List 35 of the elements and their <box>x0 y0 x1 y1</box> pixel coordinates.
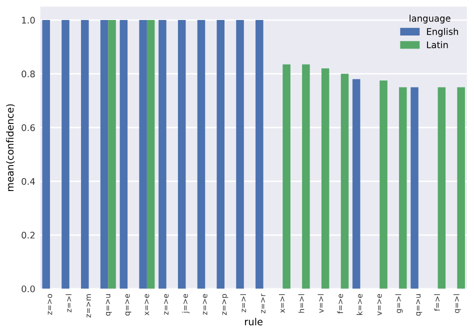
bar <box>146 20 155 289</box>
bar <box>120 20 128 289</box>
y-tick-label: 0.0 <box>22 285 35 292</box>
bar <box>321 68 330 289</box>
y-tick-label: 0.8 <box>22 70 35 78</box>
bar <box>236 20 244 289</box>
bar <box>457 87 465 289</box>
bar <box>282 64 290 289</box>
y-tick-label: 0.4 <box>22 178 35 185</box>
bar <box>42 20 50 289</box>
bar <box>340 74 349 289</box>
bar <box>302 64 310 289</box>
bar <box>380 80 388 289</box>
bar <box>108 20 116 289</box>
bar <box>62 20 70 289</box>
y-tick-label: 0.6 <box>22 124 35 132</box>
bar <box>438 87 446 289</box>
y-tick-label: 0.2 <box>22 232 35 239</box>
legend-title: language <box>410 14 450 24</box>
x-axis-title: rule <box>245 318 262 326</box>
bar <box>197 20 206 289</box>
bar <box>178 20 186 289</box>
legend-label: English <box>427 28 458 37</box>
bar <box>158 20 166 289</box>
bar <box>81 20 89 289</box>
bar <box>100 20 108 289</box>
bar <box>352 79 360 289</box>
bar <box>139 20 147 289</box>
bar <box>410 87 418 289</box>
y-axis-title: mean(confidence) <box>6 104 15 191</box>
bar <box>216 20 225 289</box>
bar <box>256 20 264 289</box>
y-tick-label: 1.0 <box>22 16 35 24</box>
bar <box>399 87 407 289</box>
legend-label: Latin <box>427 41 448 48</box>
